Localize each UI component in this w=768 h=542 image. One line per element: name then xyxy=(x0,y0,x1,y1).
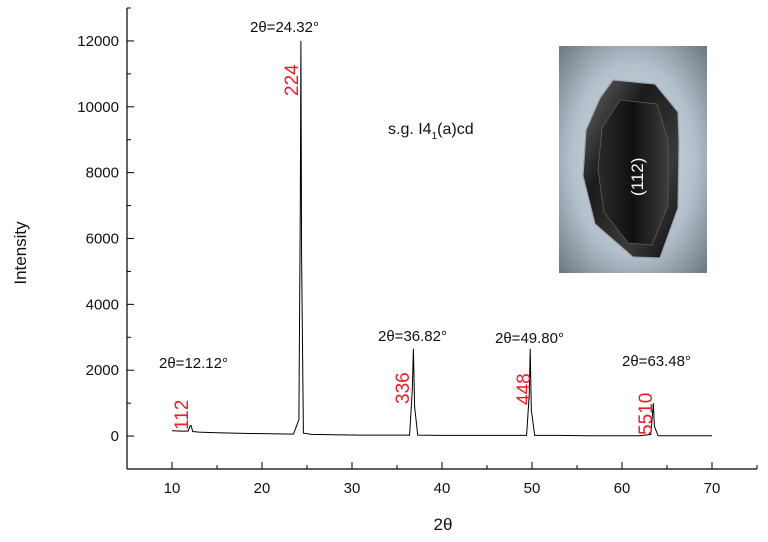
peak-annotation-1: 2θ=12.12° xyxy=(159,355,228,372)
x-tick-label: 50 xyxy=(524,480,541,497)
y-tick-label: 2000 xyxy=(86,362,119,379)
x-tick-label: 30 xyxy=(344,480,361,497)
xrd-pattern-line xyxy=(171,40,712,437)
peak-annotation-4: 2θ=49.80° xyxy=(495,330,564,347)
y-tick-label: 0 xyxy=(111,428,119,445)
hkl-label-448: 448 xyxy=(514,373,535,405)
hkl-label-336: 336 xyxy=(393,372,414,404)
y-tick-label: 12000 xyxy=(77,33,119,50)
space-group-prefix: s.g. I4 xyxy=(388,121,432,138)
y-ticks: 0 2000 4000 6000 8000 10000 12000 xyxy=(77,7,134,470)
hkl-label-5510: 5510 xyxy=(636,393,657,435)
x-tick-label: 10 xyxy=(164,480,181,497)
peak-annotation-5: 2θ=63.48° xyxy=(622,353,691,370)
peak-annotation-2: 2θ=24.32° xyxy=(250,19,319,36)
y-tick-label: 10000 xyxy=(77,99,119,116)
space-group-suffix: (a)cd xyxy=(437,121,473,138)
space-group-subscript: 1 xyxy=(432,131,438,142)
hkl-label-224: 224 xyxy=(282,64,303,96)
x-tick-label: 20 xyxy=(254,480,271,497)
x-axis-title: 2θ xyxy=(434,515,453,534)
hkl-label-112: 112 xyxy=(172,400,193,430)
x-tick-label: 60 xyxy=(614,480,631,497)
inset-face-label: (112) xyxy=(628,158,647,196)
y-axis-title: Intensity xyxy=(11,221,30,285)
peak-annotation-3: 2θ=36.82° xyxy=(378,328,447,345)
x-tick-label: 70 xyxy=(704,480,721,497)
y-tick-label: 6000 xyxy=(86,231,119,248)
y-tick-label: 4000 xyxy=(86,296,119,313)
x-tick-label: 40 xyxy=(434,480,451,497)
crystal-photo-inset: (112) xyxy=(559,46,707,273)
space-group-label: s.g. I41(a)cd xyxy=(388,121,474,142)
x-ticks: 10 20 30 40 50 60 70 xyxy=(126,462,758,497)
y-tick-label: 8000 xyxy=(86,165,119,182)
crystal-face xyxy=(597,99,669,246)
